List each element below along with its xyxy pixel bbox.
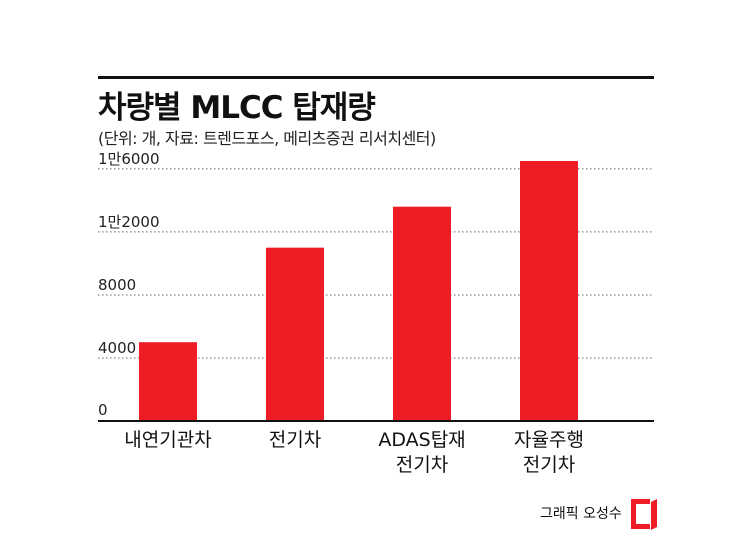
y-tick-label: 1만2000 — [98, 213, 160, 231]
y-tick-label: 0 — [98, 401, 108, 419]
x-category-label: 자율주행 — [514, 429, 584, 451]
chart-subtitle: (단위: 개, 자료: 트렌드포스, 메리츠증권 리서치센터) — [98, 129, 436, 148]
title-top-rule — [98, 76, 654, 79]
y-tick-label: 1만6000 — [98, 150, 160, 168]
chart-title: 차량별 MLCC 탑재량 — [98, 90, 376, 126]
y-tick-label: 8000 — [98, 276, 136, 294]
bar — [139, 342, 197, 421]
bar — [393, 206, 451, 421]
x-category-label: 내연기관차 — [124, 429, 211, 451]
y-tick-label: 4000 — [98, 339, 136, 357]
bar — [520, 161, 578, 421]
x-category-label: 전기차 — [269, 429, 321, 451]
bar — [266, 247, 324, 421]
x-category-label: 전기차 — [523, 454, 575, 476]
graphic-credit: 그래픽 오성수 — [540, 506, 622, 522]
x-category-label: 전기차 — [396, 454, 448, 476]
red-page-logo-icon — [631, 499, 657, 530]
x-category-label: ADAS탑재 — [378, 429, 465, 451]
